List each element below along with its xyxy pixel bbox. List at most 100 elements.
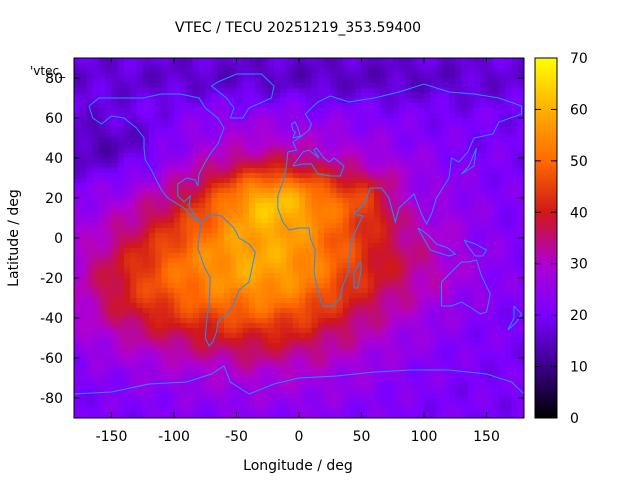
heatmap-cell: [405, 258, 413, 264]
heatmap-cell: [255, 278, 263, 284]
heatmap-cell: [249, 103, 256, 109]
heatmap-cell: [336, 388, 344, 394]
heatmap-cell: [405, 73, 413, 79]
heatmap-cell: [155, 258, 163, 264]
heatmap-cell: [180, 348, 188, 354]
heatmap-cell: [292, 93, 300, 99]
heatmap-cell: [324, 318, 331, 324]
heatmap-cell: [117, 348, 125, 354]
heatmap-cell: [224, 393, 231, 399]
heatmap-cell: [355, 218, 363, 224]
heatmap-cell: [92, 83, 100, 89]
heatmap-cell: [111, 68, 119, 74]
heatmap-cell: [336, 113, 344, 119]
heatmap-cell: [449, 68, 456, 74]
heatmap-cell: [305, 158, 313, 164]
heatmap-cell: [399, 108, 406, 114]
heatmap-cell: [317, 93, 325, 99]
heatmap-cell: [492, 108, 500, 114]
heatmap-cell: [199, 78, 206, 84]
heatmap-cell: [449, 193, 456, 199]
heatmap-cell: [242, 363, 250, 369]
heatmap-cell: [192, 93, 200, 99]
heatmap-cell: [511, 108, 519, 114]
heatmap-cell: [449, 253, 456, 259]
heatmap-cell: [111, 73, 119, 79]
heatmap-cell: [155, 138, 163, 144]
heatmap-cell: [455, 268, 463, 274]
heatmap-cell: [274, 153, 281, 159]
heatmap-cell: [211, 58, 219, 64]
heatmap-cell: [117, 358, 125, 364]
heatmap-cell: [267, 83, 275, 89]
heatmap-cell: [505, 108, 513, 114]
heatmap-cell: [161, 78, 169, 84]
heatmap-cell: [224, 353, 231, 359]
heatmap-cell: [86, 348, 94, 354]
heatmap-cell: [480, 63, 488, 69]
heatmap-cell: [142, 108, 150, 114]
heatmap-cell: [199, 68, 206, 74]
heatmap-cell: [436, 378, 444, 384]
heatmap-cell: [292, 238, 300, 244]
heatmap-cell: [299, 173, 306, 179]
heatmap-cell: [392, 238, 400, 244]
heatmap-cell: [436, 188, 444, 194]
heatmap-cell: [199, 353, 206, 359]
heatmap-cell: [86, 233, 94, 239]
heatmap-cell: [230, 353, 238, 359]
heatmap-cell: [149, 83, 156, 89]
heatmap-cell: [286, 163, 294, 169]
heatmap-cell: [292, 173, 300, 179]
heatmap-cell: [380, 178, 388, 184]
heatmap-cell: [424, 88, 431, 94]
heatmap-cell: [511, 258, 519, 264]
heatmap-cell: [155, 318, 163, 324]
heatmap-cell: [392, 73, 400, 79]
heatmap-cell: [492, 318, 500, 324]
heatmap-cell: [311, 263, 319, 269]
heatmap-cell: [336, 393, 344, 399]
heatmap-cell: [399, 283, 406, 289]
heatmap-cell: [180, 383, 188, 389]
heatmap-cell: [399, 303, 406, 309]
heatmap-cell: [92, 293, 100, 299]
heatmap-cell: [130, 203, 138, 209]
heatmap-cell: [124, 158, 131, 164]
heatmap-cell: [342, 263, 350, 269]
heatmap-cell: [274, 368, 281, 374]
heatmap-cell: [205, 88, 213, 94]
heatmap-cell: [417, 398, 425, 404]
heatmap-cell: [117, 183, 125, 189]
heatmap-cell: [224, 158, 231, 164]
heatmap-cell: [211, 68, 219, 74]
heatmap-cell: [311, 333, 319, 339]
heatmap-cell: [361, 143, 369, 149]
heatmap-cell: [380, 113, 388, 119]
heatmap-cell: [105, 153, 113, 159]
heatmap-cell: [311, 378, 319, 384]
heatmap-cell: [361, 343, 369, 349]
heatmap-cell: [286, 238, 294, 244]
heatmap-cell: [186, 223, 194, 229]
heatmap-cell: [424, 288, 431, 294]
heatmap-cell: [105, 168, 113, 174]
heatmap-cell: [217, 383, 225, 389]
heatmap-cell: [249, 198, 256, 204]
heatmap-cell: [417, 133, 425, 139]
heatmap-cell: [261, 58, 269, 64]
heatmap-cell: [380, 138, 388, 144]
heatmap-cell: [174, 178, 181, 184]
heatmap-cell: [486, 123, 494, 129]
heatmap-cell: [149, 343, 156, 349]
heatmap-cell: [230, 393, 238, 399]
heatmap-cell: [124, 313, 131, 319]
heatmap-cell: [511, 78, 519, 84]
heatmap-cell: [105, 348, 113, 354]
heatmap-cell: [380, 273, 388, 279]
heatmap-cell: [361, 258, 369, 264]
heatmap-cell: [374, 253, 381, 259]
heatmap-cell: [511, 368, 519, 374]
heatmap-cell: [511, 273, 519, 279]
heatmap-cell: [124, 343, 131, 349]
